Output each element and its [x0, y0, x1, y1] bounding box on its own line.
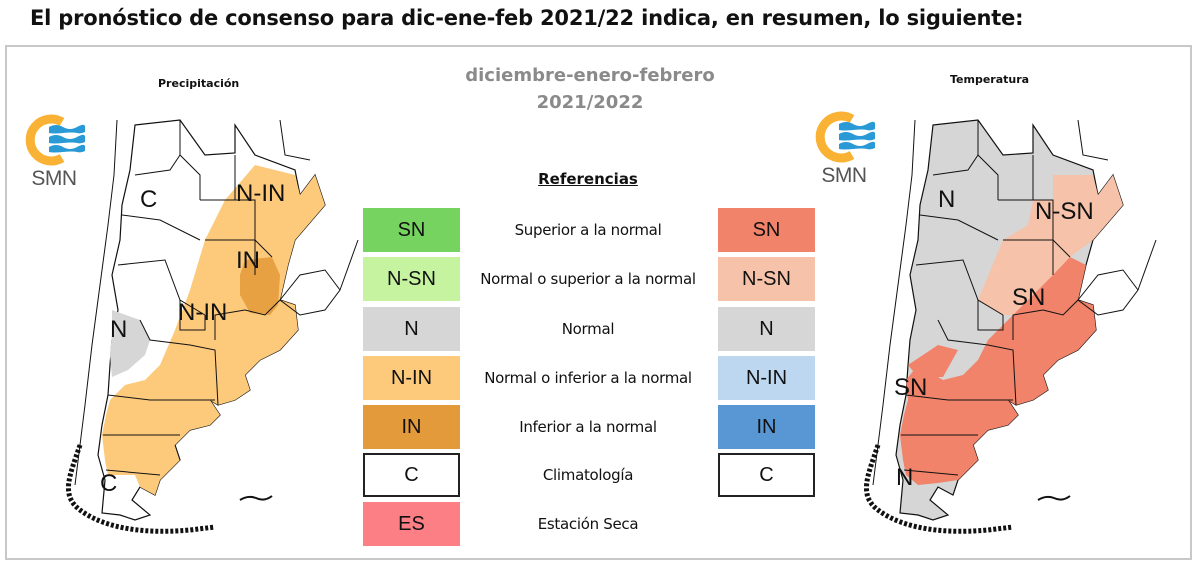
temp-label-n-south: N: [896, 464, 913, 491]
temp-label-n-north: N: [938, 186, 955, 213]
precip-swatch-es: ES: [363, 502, 460, 546]
references-title: Referencias: [538, 170, 638, 188]
legend-desc-nin: Normal o inferior a la normal: [484, 369, 692, 387]
legend-desc-in: Inferior a la normal: [519, 418, 657, 436]
precip-label-c-north: C: [140, 186, 157, 213]
precip-label-n: N: [110, 316, 127, 343]
headline: El pronóstico de consenso para dic-ene-f…: [30, 6, 1024, 30]
temp-swatch-nin: N-IN: [718, 356, 815, 400]
smn-logo-text: SMN: [821, 164, 867, 187]
precip-swatch-in: IN: [363, 405, 460, 449]
temp-swatch-n: N: [718, 307, 815, 351]
temp-swatch-nsn: N-SN: [718, 257, 815, 301]
temp-label-nsn: N-SN: [1035, 198, 1094, 225]
smn-logo-precipitation: SMN: [22, 113, 92, 193]
precip-label-nin-center: N-IN: [178, 299, 227, 326]
precip-swatch-n: N: [363, 307, 460, 351]
precip-label-nin-northeast: N-IN: [236, 180, 285, 207]
temp-label-sn-patagonia: SN: [894, 374, 927, 401]
precip-swatch-c: C: [363, 453, 460, 497]
smn-logo-text: SMN: [31, 167, 77, 190]
precipitation-map-title: Precipitación: [158, 77, 240, 90]
temp-label-sn-center: SN: [1012, 284, 1045, 311]
smn-logo-temperature: SMN: [812, 110, 882, 190]
precip-label-c-south: C: [100, 470, 117, 497]
legend-desc-n: Normal: [561, 320, 615, 338]
smn-logo-icon: [815, 111, 875, 163]
legend-desc-sn: Superior a la normal: [514, 221, 662, 239]
legend-desc-nsn: Normal o superior a la normal: [480, 270, 696, 288]
precip-swatch-sn: SN: [363, 208, 460, 252]
precip-swatch-nsn: N-SN: [363, 257, 460, 301]
legend-desc-c: Climatología: [542, 466, 634, 484]
temp-swatch-sn: SN: [718, 208, 815, 252]
temperature-map: N N-SN SN SN N: [863, 119, 1157, 534]
temperature-map-title: Temperatura: [950, 73, 1030, 86]
smn-logo-icon: [25, 114, 85, 166]
precip-label-in: IN: [236, 247, 260, 274]
legend-desc-es: Estación Seca: [537, 515, 639, 533]
temp-swatch-in: IN: [718, 405, 815, 449]
temp-swatch-c: C: [718, 453, 815, 497]
period-years: 2021/2022: [536, 92, 644, 113]
forecast-period: diciembre-enero-febrero 2021/2022: [420, 62, 760, 116]
precip-swatch-nin: N-IN: [363, 356, 460, 400]
precipitation-map: C N-IN IN N-IN N C: [65, 119, 359, 534]
period-months: diciembre-enero-febrero: [465, 65, 715, 86]
